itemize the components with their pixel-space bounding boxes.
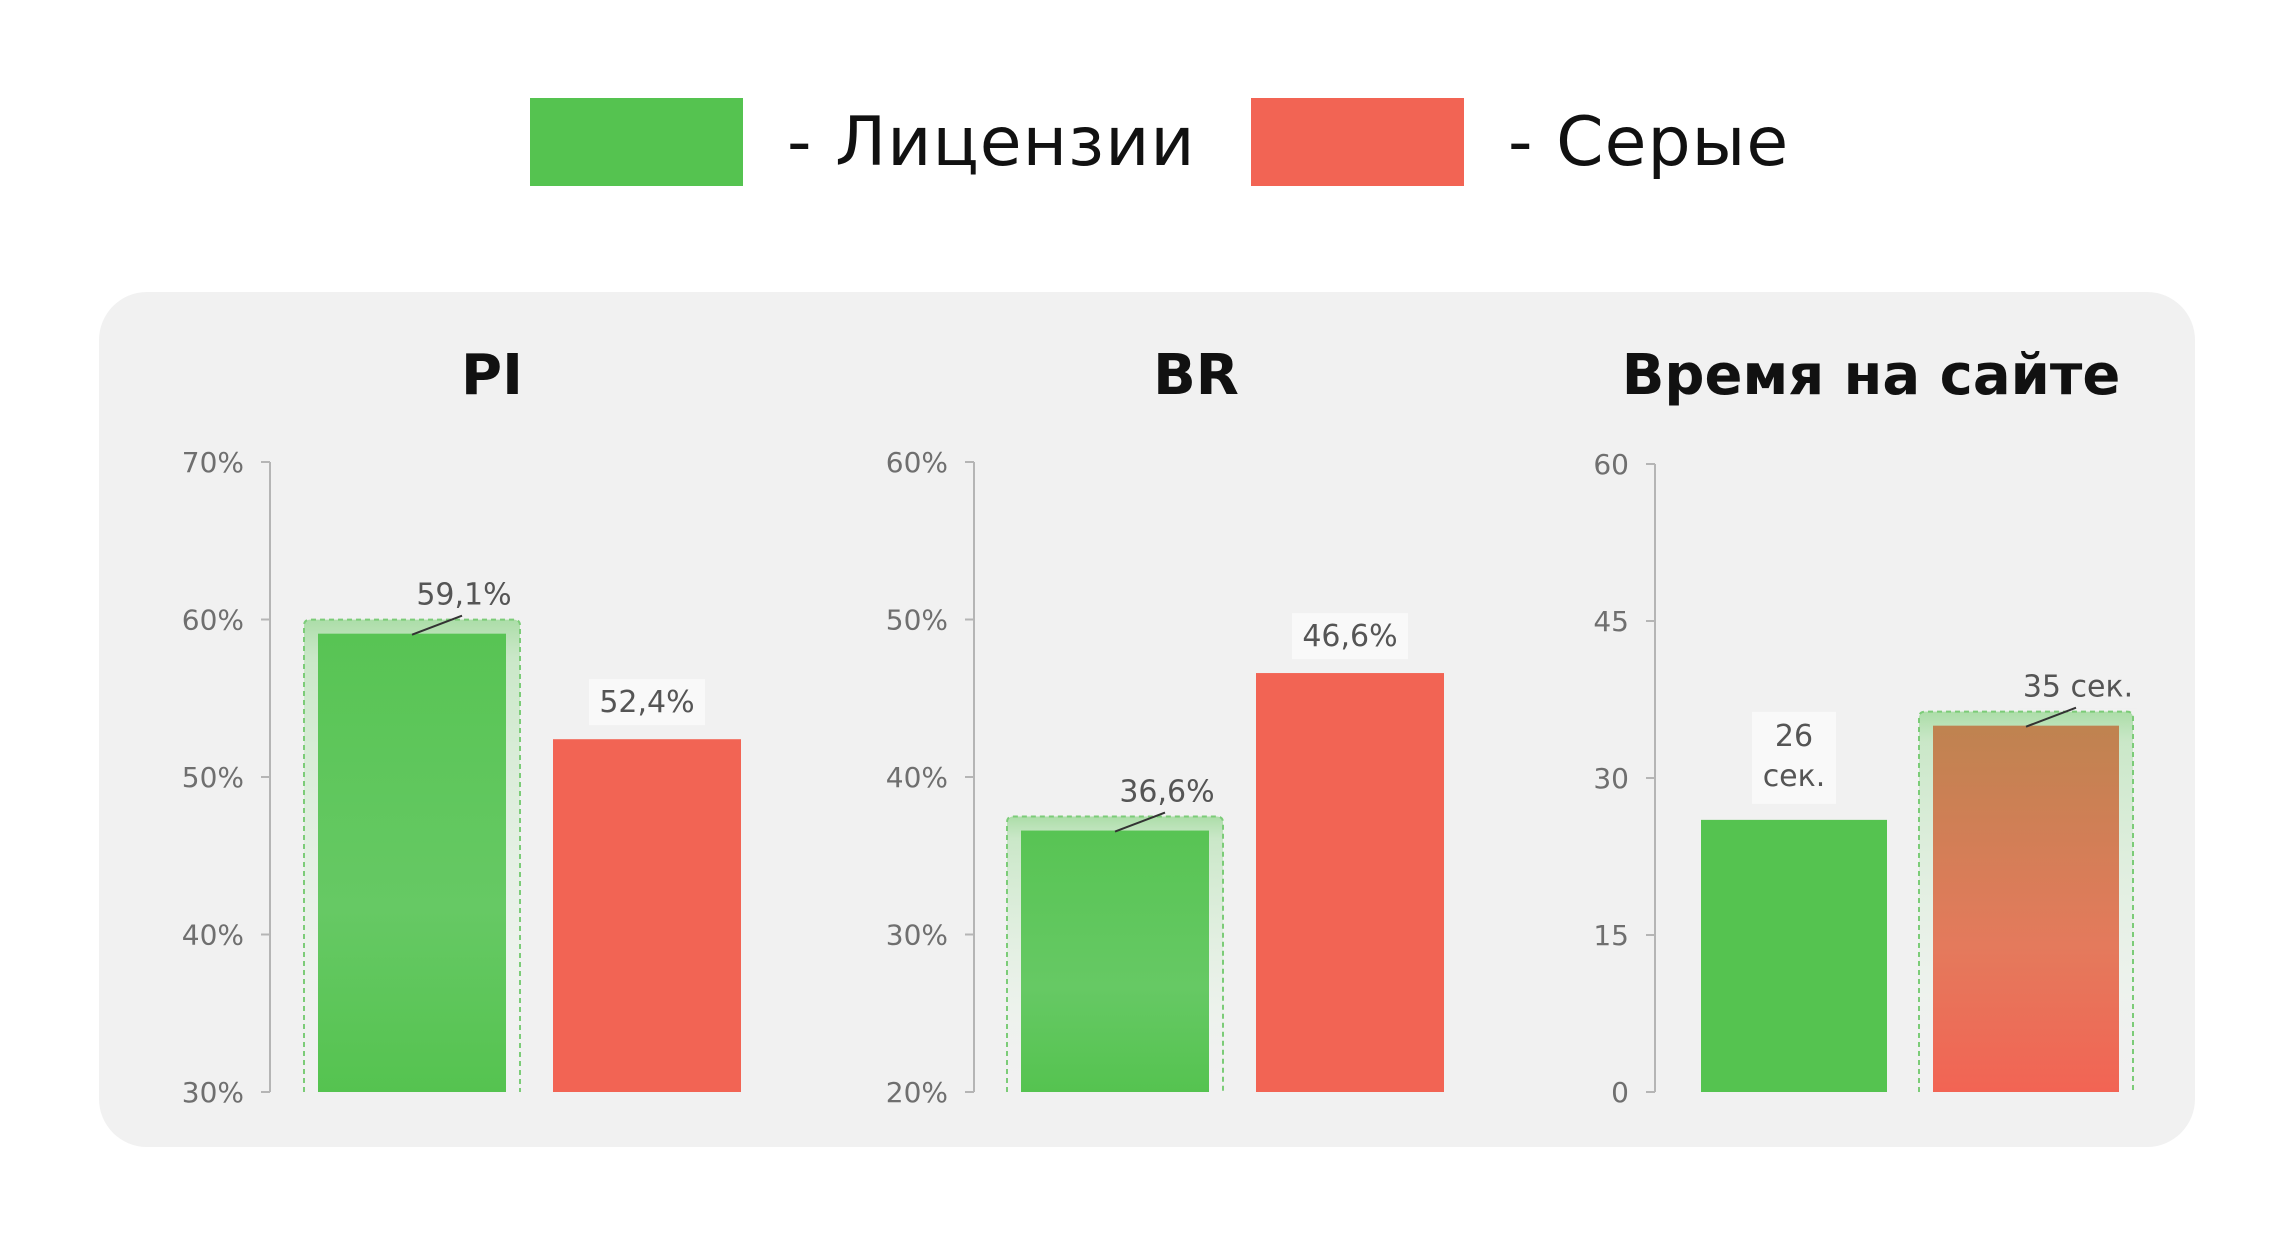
data-label-leader [411,614,463,636]
y-tick-label: 50% [886,604,948,637]
data-label-line: сек. [1763,759,1826,794]
data-label: 52,4% [599,685,694,720]
legend: - Лицензии - Серые [0,98,2291,188]
y-tick-label: 45 [1593,605,1629,638]
data-label-bg [2019,662,2137,709]
y-tick-label: 30% [182,1076,244,1109]
data-label: 46,6% [1302,619,1397,654]
y-tick-label: 60% [182,604,244,637]
bar-grey [1256,673,1444,1092]
data-label-bg [589,679,705,726]
data-label: 36,6% [1119,775,1214,810]
data-label: 59,1% [416,578,511,613]
bar-licenses [1701,819,1887,1092]
y-tick-label: 30% [886,919,948,952]
y-tick-label: 0 [1611,1076,1629,1109]
data-label-bg [1292,613,1408,660]
y-tick-label: 20% [886,1076,948,1109]
y-tick-label: 50% [182,761,244,794]
data-label-leader [1114,811,1166,833]
bar-licenses [1021,830,1209,1092]
data-label-line: 26 [1775,719,1813,754]
legend-swatch-grey [1251,98,1464,186]
data-label: 35 сек. [2023,670,2133,705]
highlight-border [1006,815,1224,1092]
legend-item-licenses: - Лицензии [530,98,1196,186]
y-tick-label: 60% [886,446,948,479]
chart-title: BR [1153,343,1239,408]
y-tick-label: 60 [1593,448,1629,481]
highlight-border [303,618,521,1092]
bar-grey [1933,725,2119,1092]
data-label-bg [405,570,523,617]
y-tick-label: 15 [1593,919,1629,952]
chart-title: PI [461,343,523,408]
y-tick-label: 30 [1593,762,1629,795]
y-tick-label: 40% [182,919,244,952]
chart-title: Время на сайте [1622,343,2121,408]
data-label-bg [1752,711,1836,804]
legend-label-grey: - Серые [1508,102,1790,182]
legend-item-grey: - Серые [1251,98,1789,186]
data-label-leader [2025,706,2077,728]
bar-grey [553,739,741,1092]
y-tick-label: 70% [182,446,244,479]
data-label-bg [1108,767,1226,814]
legend-swatch-licenses [530,98,743,186]
legend-label-licenses: - Лицензии [787,102,1196,182]
bar-licenses [318,633,506,1092]
y-tick-label: 40% [886,761,948,794]
